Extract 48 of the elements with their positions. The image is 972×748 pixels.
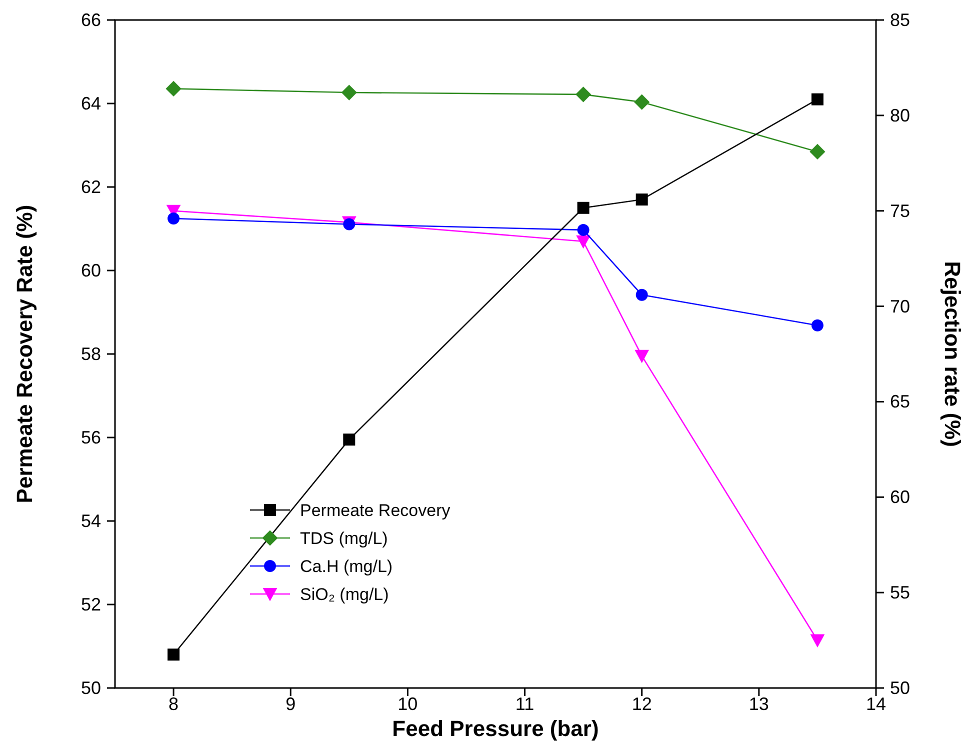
y-tick-label: 50 xyxy=(80,678,101,698)
legend-label: SiO₂ (mg/L) xyxy=(300,585,389,604)
x-tick-label: 11 xyxy=(515,694,534,714)
x-tick-label: 12 xyxy=(632,694,652,714)
y-tick-label: 62 xyxy=(80,177,101,197)
point xyxy=(636,194,648,206)
y2-tick-label: 65 xyxy=(890,392,910,412)
y-axis-title: Permeate Recovery Rate (%) xyxy=(12,204,37,504)
x-tick-label: 8 xyxy=(168,694,179,714)
legend-label: Permeate Recovery xyxy=(300,501,451,520)
point xyxy=(577,202,590,214)
point xyxy=(634,350,650,364)
y2-tick-label: 55 xyxy=(890,582,910,603)
point xyxy=(168,648,180,661)
point xyxy=(341,84,357,100)
y-tick-label: 66 xyxy=(80,10,101,30)
y2-tick-label: 75 xyxy=(890,200,910,221)
y-tick-label: 58 xyxy=(80,344,101,364)
x-tick-label: 9 xyxy=(286,694,296,714)
y2-axis-title: Rejection rate (%) xyxy=(940,261,965,447)
x-axis-title: Feed Pressure (bar) xyxy=(392,716,599,741)
point xyxy=(810,634,825,648)
point xyxy=(636,288,648,301)
y-tick-label: 60 xyxy=(80,260,101,280)
point xyxy=(343,434,356,446)
point xyxy=(166,80,182,97)
point xyxy=(168,212,180,224)
point xyxy=(576,86,592,102)
legend-label: Ca.H (mg/L) xyxy=(300,557,393,576)
point xyxy=(811,93,824,106)
y-tick-label: 52 xyxy=(80,594,101,614)
x-tick-label: 10 xyxy=(398,694,418,714)
y-tick-label: 64 xyxy=(80,94,101,114)
y2-tick-label: 70 xyxy=(890,296,910,316)
x-tick-label: 14 xyxy=(866,694,886,714)
y2-tick-label: 50 xyxy=(890,678,910,698)
point xyxy=(577,224,590,236)
y2-tick-label: 85 xyxy=(890,10,910,30)
y-tick-label: 54 xyxy=(80,511,101,531)
point xyxy=(810,144,826,160)
legend-label: TDS (mg/L) xyxy=(300,529,388,548)
y2-tick-label: 80 xyxy=(890,105,910,126)
x-tick-label: 13 xyxy=(748,694,769,714)
point xyxy=(576,235,591,249)
point xyxy=(634,94,650,110)
y2-tick-label: 60 xyxy=(890,487,910,508)
point xyxy=(811,319,824,332)
y-tick-label: 56 xyxy=(80,428,101,448)
